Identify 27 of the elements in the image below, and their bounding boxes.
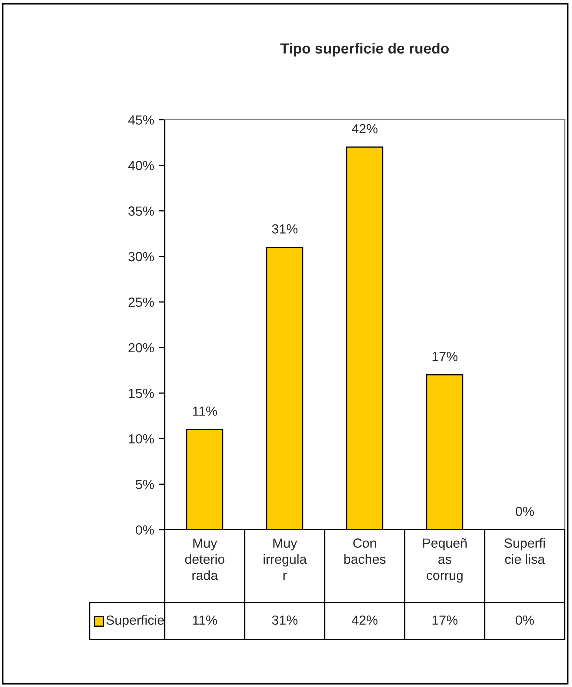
- y-tick-label: 15%: [129, 388, 154, 398]
- text: 42%: [352, 124, 378, 134]
- data-label: 0%: [516, 616, 534, 626]
- x-tick-label: Superfi cie lisa: [504, 538, 546, 564]
- x-tick-label: Muy irregula r: [264, 538, 308, 580]
- y-tick-label: 25%: [128, 298, 154, 308]
- data-label: 42%: [352, 616, 378, 625]
- y-tick-label: 5%: [136, 480, 154, 490]
- y-tick-label: 10%: [129, 434, 154, 444]
- x-tick-label: Con baches: [344, 538, 386, 564]
- text: 0%: [516, 506, 534, 516]
- legend-label: Superficie: [106, 615, 164, 628]
- data-label: 11%: [193, 616, 218, 625]
- y-tick-label: 40%: [128, 161, 154, 170]
- y-tick-label: 0%: [136, 526, 154, 535]
- y-tick-label: 30%: [128, 252, 154, 262]
- text: 17%: [432, 352, 458, 362]
- x-tick-label: Pequeñ as corrug: [423, 538, 467, 583]
- data-label: 31%: [272, 616, 298, 626]
- y-tick-label: 35%: [128, 206, 154, 216]
- text: 11%: [193, 406, 218, 416]
- data-label: 17%: [432, 616, 458, 625]
- y-tick-label: 20%: [128, 343, 154, 353]
- x-tick-label: Muy deterio rada: [185, 538, 225, 580]
- chart-title: Tipo superficie de ruedo: [280, 43, 449, 57]
- y-tick-label: 45%: [128, 116, 154, 125]
- text: 31%: [272, 224, 298, 234]
